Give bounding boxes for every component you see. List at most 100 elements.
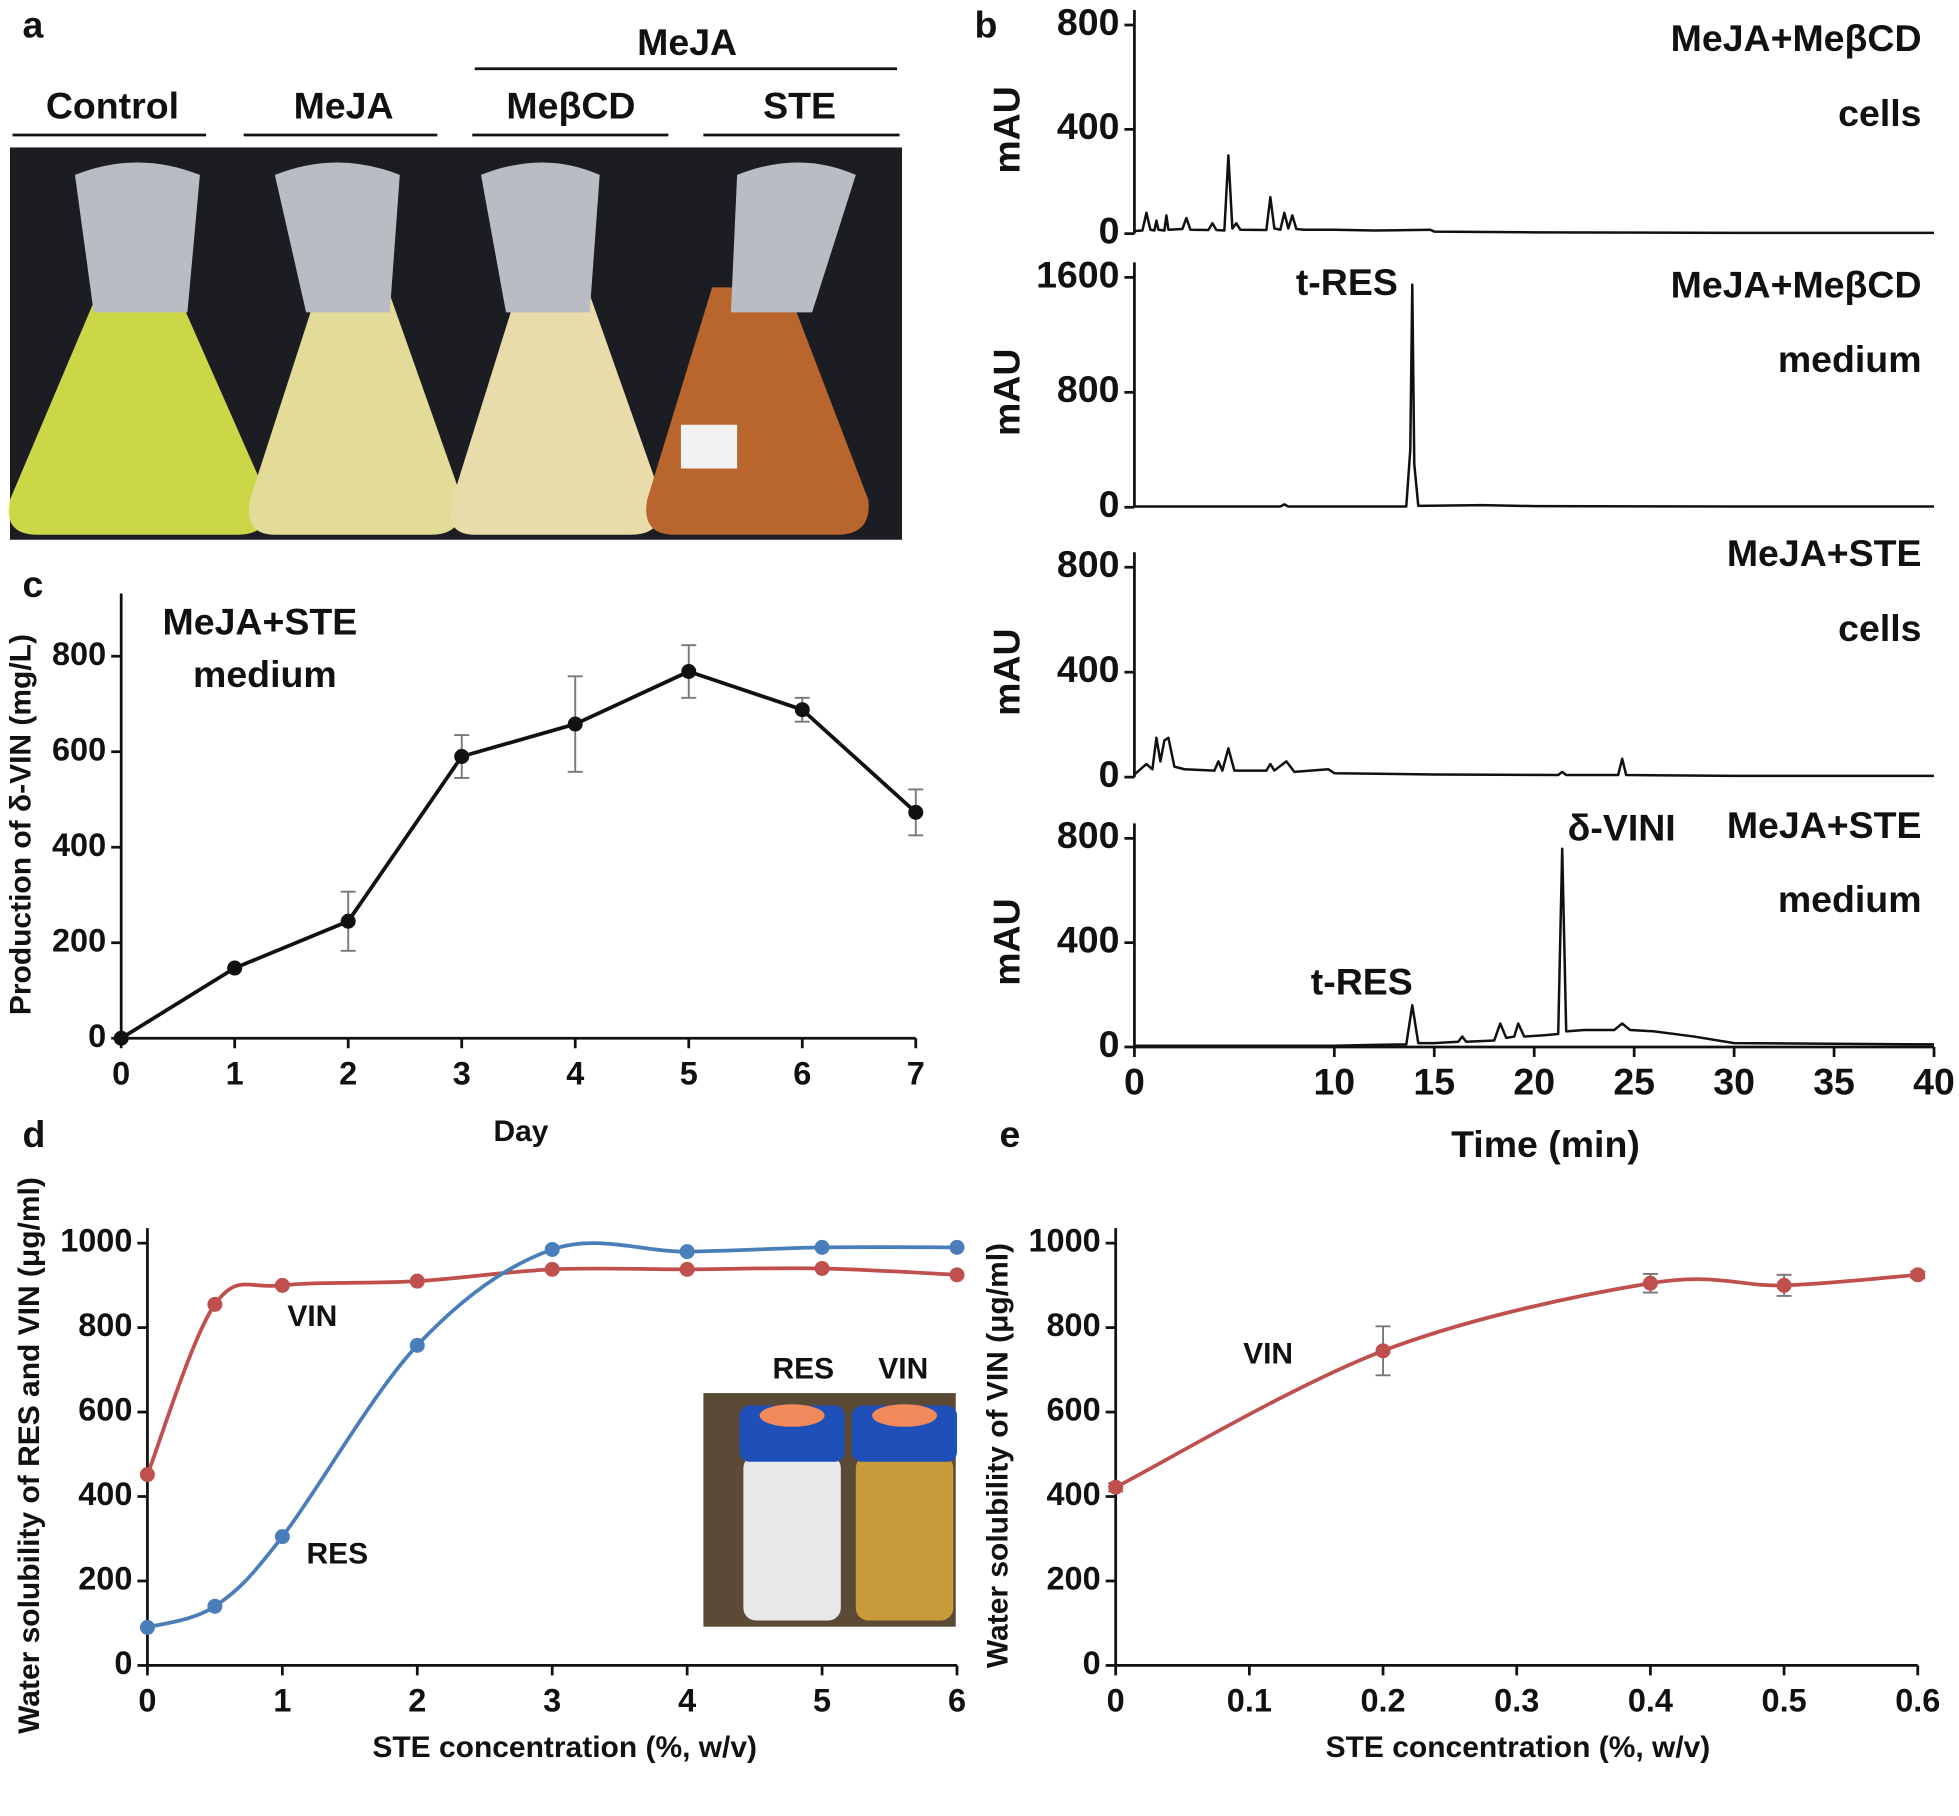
x-tick-label: 0.6 [1895, 1682, 1940, 1718]
y-tick-label: 600 [1047, 1392, 1101, 1428]
y-tick-label: 0 [1099, 210, 1120, 252]
y-tick-label: 800 [78, 1307, 132, 1343]
series-line [1134, 154, 1935, 235]
y-tick-label: 200 [1047, 1561, 1101, 1597]
data-point [207, 1296, 223, 1312]
panel-label: d [22, 1113, 45, 1155]
data-point [814, 1260, 830, 1276]
y-tick-label: 400 [78, 1476, 132, 1512]
x-tick-label: 20 [1513, 1060, 1555, 1102]
x-tick-label: 0 [1107, 1682, 1125, 1718]
x-tick-label: 6 [793, 1055, 811, 1091]
series-line [1133, 736, 1935, 778]
flask [450, 162, 663, 535]
x-tick-label: 7 [907, 1055, 925, 1091]
y-tick-label: 0 [88, 1018, 106, 1054]
y-tick-label: 400 [1057, 648, 1120, 690]
y-tick-label: 800 [1057, 368, 1120, 410]
panel-label: e [999, 1113, 1020, 1155]
flask [248, 162, 463, 535]
data-point [1108, 1479, 1124, 1495]
data-point [679, 1244, 695, 1260]
x-axis-title: Time (min) [1451, 1123, 1640, 1165]
data-point [227, 960, 243, 976]
y-axis-title: mAU [985, 86, 1027, 173]
data-point [949, 1267, 965, 1283]
annotation: cells [1838, 607, 1921, 649]
annotation: MeJA+MeβCD [1671, 17, 1922, 59]
annotation: medium [1778, 338, 1922, 380]
series-line [1134, 847, 1935, 1047]
annotation: medium [1778, 878, 1922, 920]
x-tick-label: 0 [1124, 1060, 1145, 1102]
data-point [679, 1261, 695, 1277]
data-point [949, 1239, 965, 1255]
y-tick-label: 800 [1057, 543, 1120, 585]
y-axis-title: Production of δ-VIN (mg/L) [4, 634, 37, 1015]
photo-label: Control [46, 85, 179, 127]
x-tick-label: 35 [1813, 1060, 1855, 1102]
y-tick-label: 400 [1047, 1476, 1101, 1512]
x-tick-label: 0.5 [1762, 1682, 1807, 1718]
data-point [454, 749, 470, 764]
series-label: RES [307, 1537, 369, 1570]
x-tick-label: 2 [339, 1055, 357, 1091]
annotation: MeJA+MeβCD [1671, 263, 1922, 305]
series-line [1134, 283, 1935, 508]
photo-panel: MeJA Control MeJA MeβCD STE [8, 21, 903, 540]
photo-label: MeJA [294, 85, 394, 127]
data-point [409, 1273, 425, 1289]
annotation: t-RES [1311, 960, 1413, 1002]
panel-label: c [22, 563, 43, 605]
annotation: MeJA+STE [163, 601, 358, 643]
y-tick-label: 400 [1057, 105, 1120, 147]
y-tick-label: 1000 [1028, 1223, 1100, 1259]
y-tick-label: 800 [1057, 814, 1120, 856]
y-tick-label: 0 [1083, 1645, 1101, 1681]
annotation: cells [1838, 92, 1921, 134]
x-tick-label: 3 [453, 1055, 471, 1091]
y-tick-label: 400 [1057, 919, 1120, 961]
data-point [1375, 1343, 1391, 1359]
annotation: MeJA+STE [1727, 804, 1922, 846]
x-tick-label: 25 [1613, 1060, 1655, 1102]
data-point [139, 1467, 155, 1483]
annotation: MeJA+STE [1727, 532, 1922, 574]
data-point [139, 1619, 155, 1635]
x-tick-label: 10 [1313, 1060, 1355, 1102]
annotation: medium [193, 653, 337, 695]
photo-label: STE [763, 85, 836, 127]
y-tick-label: 0 [1099, 1023, 1120, 1065]
x-tick-label: 4 [678, 1682, 696, 1718]
x-axis-title: Day [493, 1115, 548, 1148]
y-tick-label: 800 [52, 636, 106, 672]
inset-label: VIN [878, 1352, 928, 1385]
flask [646, 162, 869, 535]
x-tick-label: 5 [813, 1682, 831, 1718]
data-point [908, 804, 924, 820]
data-point [814, 1239, 830, 1255]
data-point [274, 1529, 290, 1545]
x-tick-label: 2 [408, 1682, 426, 1718]
data-point [544, 1261, 560, 1277]
y-tick-label: 800 [1047, 1307, 1101, 1343]
x-tick-label: 5 [680, 1055, 698, 1091]
data-point [207, 1598, 223, 1614]
y-tick-label: 200 [52, 922, 106, 958]
x-tick-label: 6 [948, 1682, 966, 1718]
x-tick-label: 15 [1413, 1060, 1455, 1102]
data-point [1642, 1275, 1658, 1291]
y-axis-title: Water solubility of RES and VIN (μg/ml) [13, 1177, 46, 1734]
x-axis-title: STE concentration (%, w/v) [372, 1731, 757, 1764]
y-tick-label: 1000 [60, 1223, 132, 1259]
y-tick-label: 0 [1099, 753, 1120, 795]
x-tick-label: 0 [112, 1055, 130, 1091]
x-axis-title: STE concentration (%, w/v) [1326, 1731, 1711, 1764]
x-tick-label: 1 [226, 1055, 244, 1091]
photo-label: MeβCD [506, 85, 635, 127]
data-point [113, 1030, 129, 1046]
y-axis-title: mAU [985, 898, 1027, 985]
y-axis-title: Water solubility of VIN (μg/ml) [981, 1243, 1014, 1668]
y-axis-title: mAU [985, 628, 1027, 715]
